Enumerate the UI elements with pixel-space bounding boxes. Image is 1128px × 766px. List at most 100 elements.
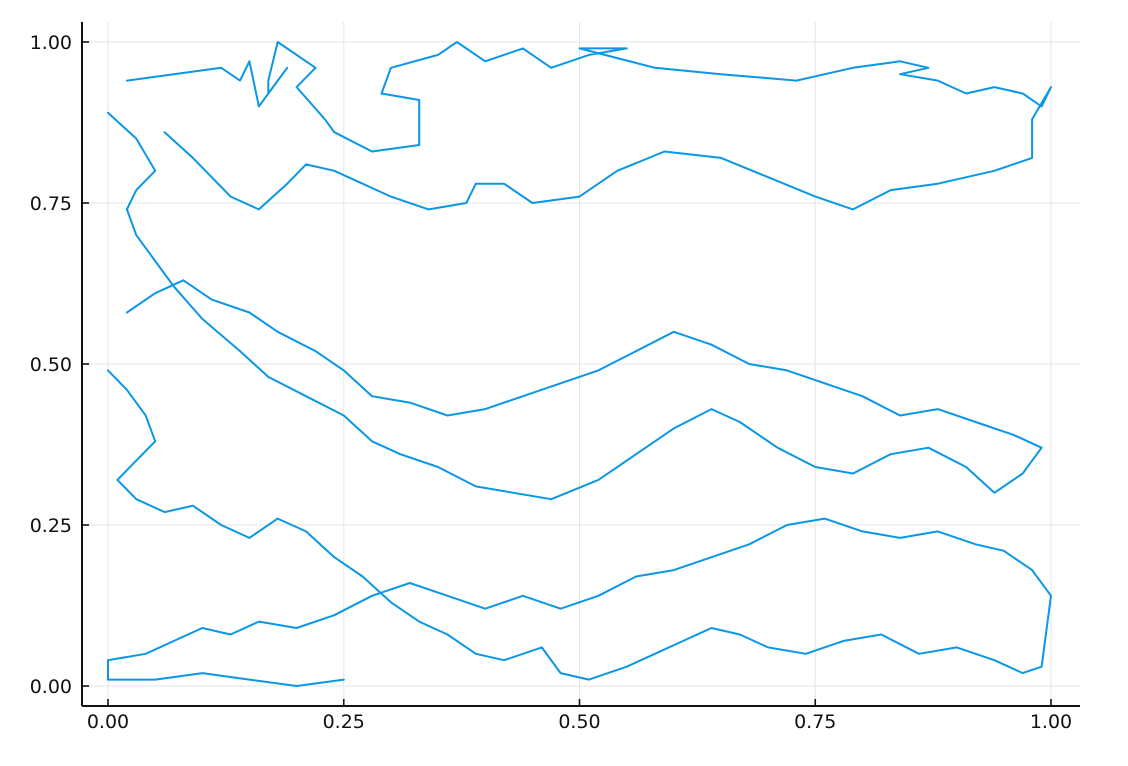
series-2-point-15 bbox=[390, 602, 391, 603]
series-2-point-9 bbox=[221, 524, 222, 525]
series-0-point-40 bbox=[1041, 106, 1042, 107]
series-0-point-33 bbox=[899, 61, 900, 62]
series-1-point-30 bbox=[994, 492, 995, 493]
series-0-point-15 bbox=[371, 151, 372, 152]
series-0-point-63 bbox=[287, 183, 288, 184]
series-0-point-53 bbox=[579, 196, 580, 197]
series-1-point-18 bbox=[551, 499, 552, 500]
series-2-point-43 bbox=[862, 531, 863, 532]
series-1-point-45 bbox=[560, 383, 561, 384]
series-1-point-38 bbox=[824, 383, 825, 384]
series-2-point-37 bbox=[1050, 595, 1051, 596]
series-1-point-8 bbox=[202, 318, 203, 319]
series-1-point-39 bbox=[786, 370, 787, 371]
series-1-point-2 bbox=[155, 170, 156, 171]
series-0-point-34 bbox=[928, 67, 929, 68]
series-0-point-65 bbox=[230, 196, 231, 197]
series-2-point-42 bbox=[899, 537, 900, 538]
series-2-point-66 bbox=[155, 679, 156, 680]
series-2-point-24 bbox=[654, 653, 655, 654]
series-0-point-28 bbox=[654, 67, 655, 68]
series-layer bbox=[107, 41, 1052, 687]
series-1-point-29 bbox=[965, 466, 966, 467]
series-1-point-56 bbox=[183, 280, 184, 281]
series-1-point-54 bbox=[249, 312, 250, 313]
series-0-point-66 bbox=[211, 177, 212, 178]
series-1-point-58 bbox=[126, 312, 127, 313]
series-0-point-20 bbox=[437, 54, 438, 55]
series-2-point-64 bbox=[107, 660, 108, 661]
series-1-point-16 bbox=[475, 486, 476, 487]
series-2-point-68 bbox=[249, 679, 250, 680]
series-0-point-12 bbox=[296, 86, 297, 87]
series-2-point-3 bbox=[155, 441, 156, 442]
series-line-0 bbox=[125, 41, 1052, 211]
series-2-point-27 bbox=[739, 634, 740, 635]
series-0-point-5 bbox=[258, 106, 259, 107]
series-1-point-4 bbox=[126, 209, 127, 210]
series-2-point-52 bbox=[522, 595, 523, 596]
series-2-point-59 bbox=[258, 621, 259, 622]
series-0-point-17 bbox=[419, 99, 420, 100]
y-tick-label-1: 0.25 bbox=[30, 515, 72, 537]
series-line-1 bbox=[107, 111, 1043, 501]
series-2-point-18 bbox=[475, 653, 476, 654]
series-0-point-51 bbox=[664, 151, 665, 152]
series-1-point-19 bbox=[598, 479, 599, 480]
series-1-point-0 bbox=[107, 112, 108, 113]
series-0-point-8 bbox=[268, 93, 269, 94]
x-tick-label-2: 0.50 bbox=[558, 711, 600, 733]
x-tick-label-0: 0.00 bbox=[87, 711, 129, 733]
series-0-point-64 bbox=[258, 209, 259, 210]
series-0-point-58 bbox=[428, 209, 429, 210]
series-line-2 bbox=[107, 369, 1052, 687]
series-2-point-26 bbox=[711, 627, 712, 628]
series-1-point-25 bbox=[815, 466, 816, 467]
series-1-point-9 bbox=[239, 350, 240, 351]
series-1-point-42 bbox=[673, 331, 674, 332]
series-0-point-22 bbox=[485, 61, 486, 62]
series-0-point-16 bbox=[419, 144, 420, 145]
series-2-point-46 bbox=[749, 544, 750, 545]
series-0-point-25 bbox=[588, 54, 589, 55]
series-2-point-13 bbox=[334, 557, 335, 558]
series-1-point-7 bbox=[173, 286, 174, 287]
series-1-point-22 bbox=[711, 408, 712, 409]
series-0-point-14 bbox=[334, 132, 335, 133]
series-1-point-24 bbox=[777, 447, 778, 448]
series-1-point-55 bbox=[211, 299, 212, 300]
series-1-point-21 bbox=[673, 428, 674, 429]
series-1-point-57 bbox=[155, 293, 156, 294]
series-0-point-45 bbox=[937, 183, 938, 184]
series-1-point-10 bbox=[268, 376, 269, 377]
series-0-point-9 bbox=[268, 80, 269, 81]
series-2-point-36 bbox=[1041, 666, 1042, 667]
series-2-point-32 bbox=[918, 653, 919, 654]
series-0-point-61 bbox=[334, 170, 335, 171]
series-2-point-63 bbox=[145, 653, 146, 654]
series-0-point-13 bbox=[324, 119, 325, 120]
series-1-point-48 bbox=[447, 415, 448, 416]
series-2-point-45 bbox=[786, 524, 787, 525]
series-0-point-30 bbox=[796, 80, 797, 81]
series-2-point-6 bbox=[136, 499, 137, 500]
series-0-point-52 bbox=[617, 170, 618, 171]
series-0-point-0 bbox=[126, 80, 127, 81]
series-0-point-7 bbox=[277, 80, 278, 81]
series-1-point-52 bbox=[315, 350, 316, 351]
series-1-point-28 bbox=[928, 447, 929, 448]
series-2-point-44 bbox=[824, 518, 825, 519]
series-1-point-31 bbox=[1022, 473, 1023, 474]
series-2-point-1 bbox=[126, 389, 127, 390]
y-tick-label-4: 1.00 bbox=[30, 32, 72, 54]
series-0-point-62 bbox=[305, 164, 306, 165]
series-1-point-33 bbox=[1013, 434, 1014, 435]
series-2-point-17 bbox=[447, 634, 448, 635]
series-1-point-41 bbox=[711, 344, 712, 345]
series-2-point-11 bbox=[277, 518, 278, 519]
series-2-point-0 bbox=[107, 370, 108, 371]
series-2-point-48 bbox=[673, 569, 674, 570]
series-0-point-24 bbox=[551, 67, 552, 68]
series-0-point-56 bbox=[475, 183, 476, 184]
series-0-point-47 bbox=[852, 209, 853, 210]
